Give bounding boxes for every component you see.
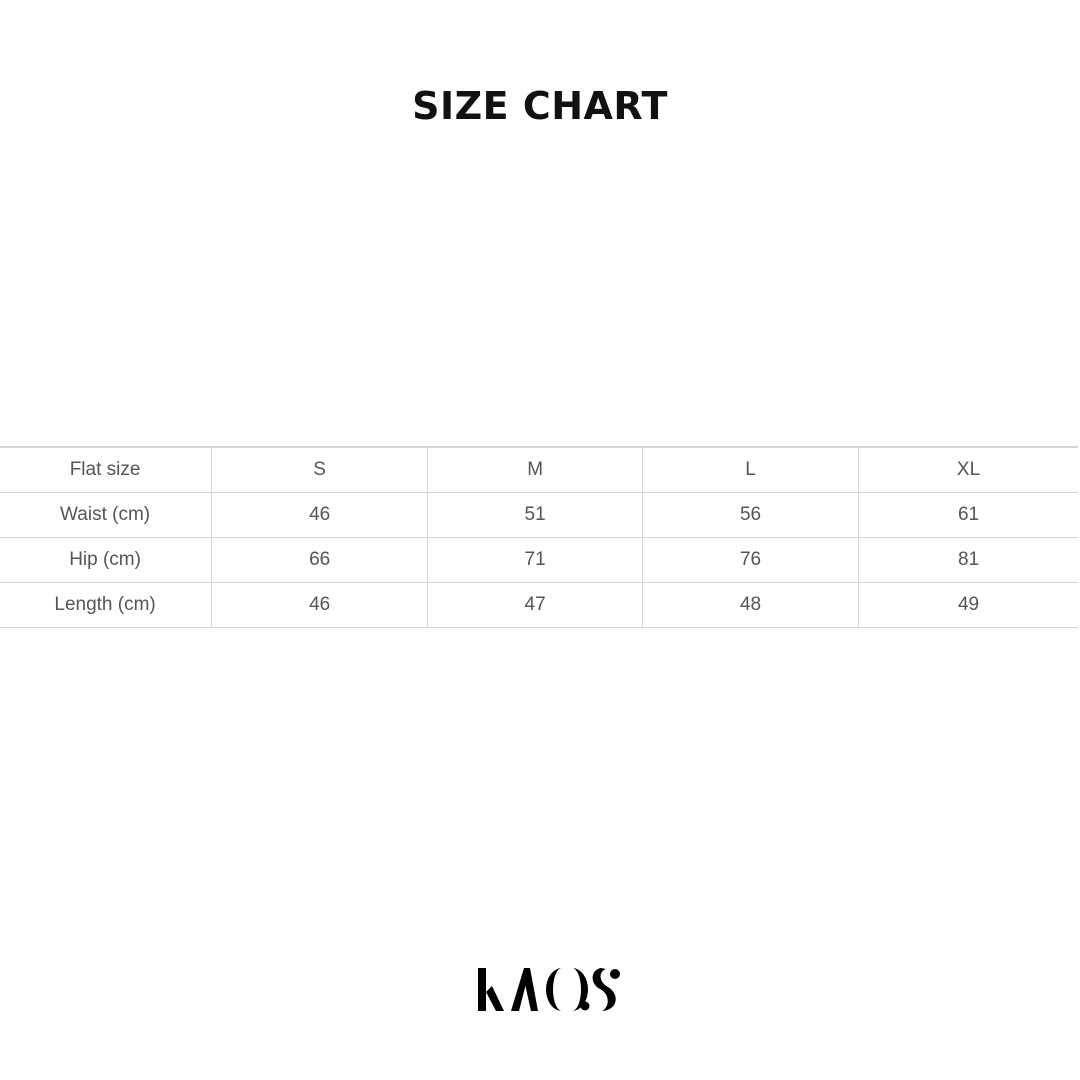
row-label-cell: Waist (cm) xyxy=(0,492,213,538)
table-row: Waist (cm) 46 51 56 61 xyxy=(0,492,1078,538)
table-cell: 71 xyxy=(427,537,644,583)
table-cell: 51 xyxy=(427,492,644,538)
table-cell: L xyxy=(642,446,860,493)
table-cell: 47 xyxy=(427,582,644,628)
table-row: Hip (cm) 66 71 76 81 xyxy=(0,537,1078,583)
table-cell: 66 xyxy=(211,537,429,583)
size-table: Flat size S M L XL Waist (cm) 46 51 56 61 Hip (cm)… xyxy=(0,446,1078,628)
row-label-cell: Flat size xyxy=(0,446,213,493)
table-cell: 56 xyxy=(642,492,860,538)
table-cell: M xyxy=(427,446,644,493)
table-cell: 46 xyxy=(211,492,429,538)
row-label-cell: Length (cm) xyxy=(0,582,213,628)
table-cell: 49 xyxy=(858,582,1078,628)
row-label-cell: Hip (cm) xyxy=(0,537,213,583)
table-cell: 46 xyxy=(211,582,429,628)
table-row: Length (cm) 46 47 48 49 xyxy=(0,582,1078,628)
page-title: SIZE CHART xyxy=(412,84,668,128)
table-cell: 76 xyxy=(642,537,860,583)
table-cell: 81 xyxy=(858,537,1078,583)
table-header-row: Flat size S M L XL xyxy=(0,446,1078,493)
kaos-logo xyxy=(478,968,620,1011)
table-cell: XL xyxy=(858,446,1078,493)
table-cell: S xyxy=(211,446,429,493)
table-cell: 61 xyxy=(858,492,1078,538)
table-cell: 48 xyxy=(642,582,860,628)
